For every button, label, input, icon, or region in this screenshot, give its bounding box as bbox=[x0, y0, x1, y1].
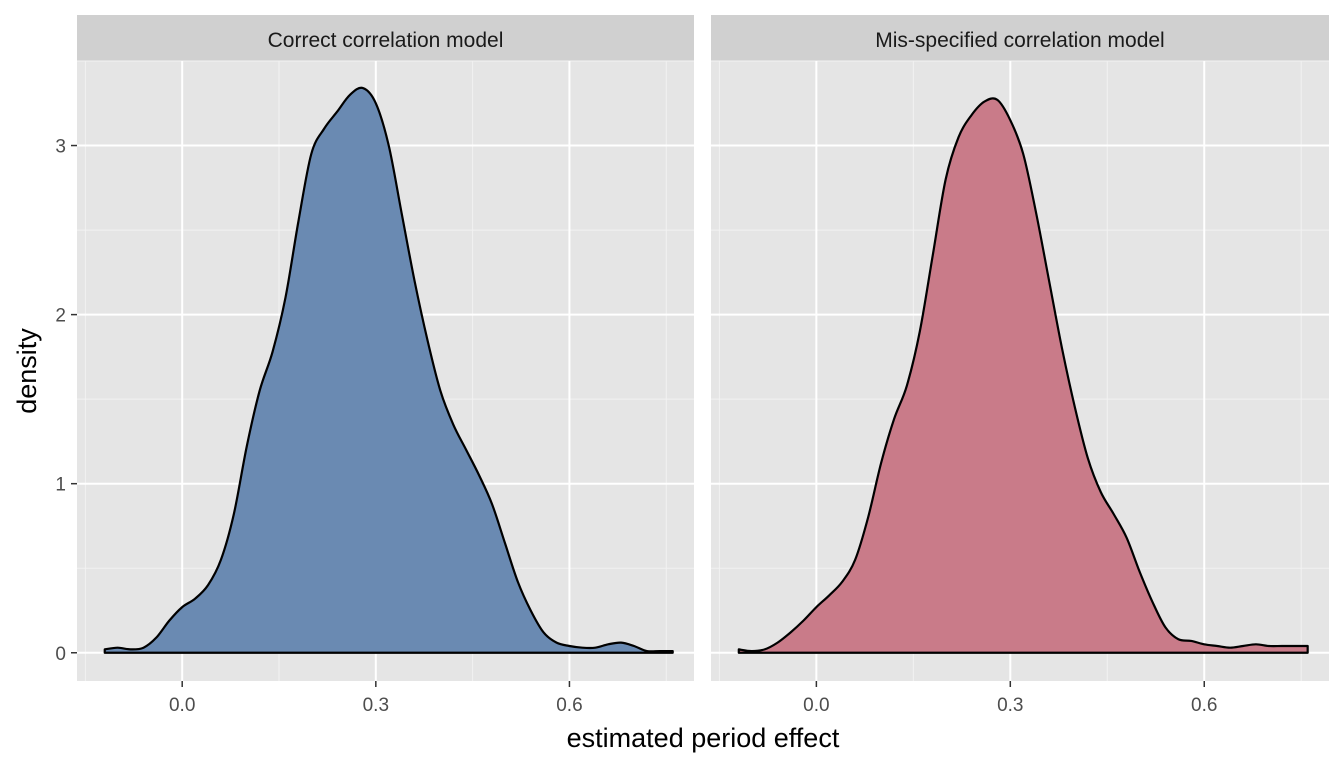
x-tick-label: 0.6 bbox=[556, 695, 582, 716]
strip-label-misspecified: Mis-specified correlation model bbox=[875, 29, 1164, 52]
x-tick-label: 0.3 bbox=[997, 695, 1023, 716]
y-tick-label: 0 bbox=[55, 644, 66, 665]
facet-misspecified: Mis-specified correlation model bbox=[711, 15, 1329, 681]
x-tick-label: 0.6 bbox=[1191, 695, 1217, 716]
x-axis-correct: 0.0 0.3 0.6 bbox=[169, 681, 583, 716]
density-area-misspecified bbox=[737, 97, 1309, 654]
density-area-correct bbox=[103, 86, 674, 654]
x-axis-misspecified: 0.0 0.3 0.6 bbox=[803, 681, 1217, 716]
strip-label-correct: Correct correlation model bbox=[268, 29, 504, 52]
y-tick-label: 1 bbox=[55, 475, 66, 496]
x-tick-label: 0.0 bbox=[803, 695, 829, 716]
y-axis: 0 1 2 3 bbox=[55, 137, 77, 665]
strip-background-misspecified bbox=[711, 15, 1329, 61]
x-tick-label: 0.3 bbox=[363, 695, 389, 716]
y-tick-label: 3 bbox=[55, 137, 66, 158]
x-tick-label: 0.0 bbox=[169, 695, 195, 716]
y-axis-title: density bbox=[12, 328, 42, 414]
strip-background-correct bbox=[77, 15, 694, 61]
x-axis-title: estimated period effect bbox=[567, 723, 840, 753]
facet-correct: Correct correlation model bbox=[77, 15, 694, 681]
density-curve bbox=[103, 86, 674, 654]
density-curve bbox=[737, 97, 1309, 654]
y-tick-label: 2 bbox=[55, 306, 66, 327]
